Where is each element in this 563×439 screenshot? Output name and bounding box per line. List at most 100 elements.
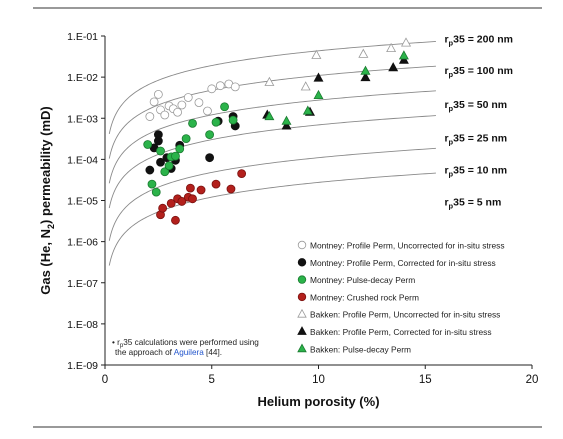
curve-label-part: r — [444, 99, 448, 111]
y-tick-label: 1.E-03 — [67, 113, 98, 125]
curve-label-part: 35 = 5 nm — [453, 197, 501, 209]
data-point-triangle — [300, 81, 311, 91]
legend: Montney: Profile Perm, Uncorrected for i… — [297, 240, 505, 354]
data-point-circle — [205, 130, 215, 140]
data-point-circle — [171, 215, 180, 225]
curve-line — [108, 41, 436, 135]
data-point-triangle — [297, 326, 307, 335]
data-point-circle — [153, 90, 163, 99]
legend-label: Bakken: Pulse-decay Perm — [310, 344, 411, 354]
curve-label-part: r — [444, 197, 448, 209]
data-point-circle — [149, 97, 159, 107]
data-point-circle — [297, 240, 307, 250]
data-point-circle — [297, 275, 307, 284]
curve-line — [108, 147, 436, 241]
footnote-part: • r — [112, 338, 120, 347]
data-point-circle — [151, 187, 161, 197]
data-point-triangle — [360, 65, 371, 75]
y-tick-label: 1.E-08 — [67, 319, 98, 331]
data-point-circle — [164, 161, 174, 171]
data-point-circle — [205, 153, 215, 163]
curve-label-subscript: p — [449, 170, 454, 179]
data-point-circle — [175, 144, 185, 154]
curve-label-part: 35 = 25 nm — [453, 133, 507, 145]
curve-label: rp35 = 100 nm — [444, 65, 513, 79]
data-point-circle — [183, 93, 193, 102]
curve-label-part: r — [444, 65, 448, 77]
data-point-circle — [228, 115, 238, 125]
y-tick-label: 1.E-09 — [67, 360, 98, 372]
data-point-circle — [215, 81, 225, 91]
y-tick-label: 1.E-04 — [67, 154, 98, 166]
data-point-circle — [211, 117, 221, 127]
data-point-circle — [297, 292, 307, 302]
legend-label: Bakken: Profile Perm, Corrected for in-s… — [310, 327, 492, 337]
curve-label-part: 35 = 10 nm — [453, 165, 507, 177]
data-point-circle — [153, 130, 163, 140]
y-axis-label-subscript: 2 — [46, 224, 56, 229]
legend-label: Montney: Pulse-decay Perm — [310, 275, 415, 285]
data-point-triangle — [302, 105, 313, 115]
data-point-circle — [194, 98, 204, 108]
y-tick-label: 1.E-02 — [67, 72, 98, 84]
data-point-triangle — [281, 115, 292, 125]
x-tick-label: 0 — [102, 374, 108, 386]
data-point-triangle — [388, 62, 399, 72]
y-tick-label: 1.E-05 — [67, 196, 98, 208]
x-tick-label: 15 — [419, 374, 432, 386]
data-point-triangle — [358, 48, 369, 58]
data-point-triangle — [313, 72, 324, 82]
curve-line — [108, 90, 436, 184]
y-axis-label: Gas (He, N2) permeability (mD) — [38, 106, 56, 295]
data-point-triangle — [398, 50, 409, 60]
data-point-triangle — [264, 76, 275, 86]
curve-label: rp35 = 5 nm — [444, 197, 501, 211]
x-axis-label: Helium porosity (%) — [257, 394, 379, 409]
footnote-part: 35 calculations were performed using — [123, 338, 259, 347]
data-point-triangle — [386, 42, 397, 52]
data-point-circle — [185, 183, 195, 193]
data-point-circle — [160, 110, 170, 120]
curve-label-part: r — [444, 165, 448, 177]
footnote-part: [44]. — [204, 348, 222, 357]
data-point-circle — [177, 197, 187, 206]
curve-label: rp35 = 25 nm — [444, 133, 507, 147]
curve-label: rp35 = 200 nm — [444, 33, 513, 47]
footnote-subscript: p — [120, 343, 124, 349]
data-point-circle — [156, 146, 165, 156]
data-point-circle — [158, 203, 168, 213]
y-tick-label: 1.E-06 — [67, 237, 98, 249]
curve-label: rp35 = 50 nm — [444, 99, 507, 113]
data-point-circle — [171, 151, 180, 161]
data-point-circle — [196, 185, 206, 195]
curve-label-part: r — [444, 33, 448, 45]
data-point-circle — [147, 179, 157, 189]
data-point-circle — [177, 100, 187, 110]
curve-label: rp35 = 10 nm — [444, 165, 507, 179]
curve-label-subscript: p — [449, 38, 454, 47]
footnote-line-1: • rp35 calculations were performed using — [112, 338, 259, 349]
x-tick-label: 10 — [312, 374, 325, 386]
axes: 1.E-09 1.E-08 1.E-07 1.E-06 1.E-05 1.E-04 1.E-… — [38, 31, 538, 409]
footnote-part: the approach of — [115, 348, 174, 357]
footnote-line-2: the approach of Aguilera [44]. — [115, 348, 222, 357]
legend-label: Montney: Profile Perm, Corrected for in-… — [310, 258, 496, 268]
data-point-circle — [173, 107, 182, 117]
curve-label-subscript: p — [449, 104, 454, 113]
data-point-circle — [188, 118, 197, 128]
data-point-circle — [207, 84, 217, 94]
curve-line — [108, 172, 436, 266]
data-point-circle — [156, 157, 165, 167]
curve-label-subscript: p — [449, 70, 454, 79]
data-point-circle — [203, 106, 212, 116]
curve-label-subscript: p — [449, 138, 454, 147]
data-point-circle — [230, 82, 240, 92]
curve-label-part: 35 = 50 nm — [453, 99, 507, 111]
data-point-triangle — [297, 343, 307, 353]
data-point-triangle — [311, 49, 322, 59]
legend-label: Bakken: Profile Perm, Uncorrected for in… — [310, 310, 500, 320]
y-tick-label: 1.E-01 — [67, 31, 98, 43]
data-point-circle — [181, 134, 191, 144]
